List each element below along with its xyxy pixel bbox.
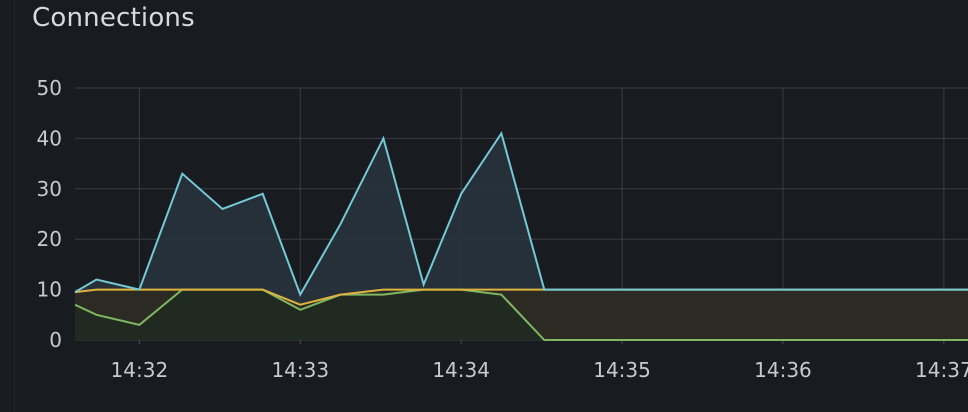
x-tick-label: 14:36 [754,358,812,382]
y-tick-label: 30 [37,177,62,201]
x-tick-label: 14:33 [271,358,329,382]
y-tick-label: 40 [37,126,62,150]
series-area-1 [75,133,968,340]
x-axis: 14:32 14:33 14:34 14:35 14:36 14:37 [111,358,968,382]
panel-divider [14,0,15,412]
y-tick-label: 0 [49,328,62,352]
x-tick-label: 14:32 [111,358,169,382]
series-areas [75,133,968,340]
panel-title: Connections [32,3,195,33]
series-line-1[interactable] [74,130,968,297]
series-line-3[interactable] [74,288,968,341]
series-lines [74,130,968,341]
x-tick-label: 14:37 [915,358,968,382]
x-tick-label: 14:34 [432,358,490,382]
y-tick-label: 50 [37,76,62,100]
y-tick-label: 20 [37,227,62,251]
series-area-3 [75,289,968,340]
y-axis: 0 10 20 30 40 50 [37,76,62,352]
y-tick-label: 10 [37,278,62,302]
x-tick-label: 14:35 [593,358,651,382]
